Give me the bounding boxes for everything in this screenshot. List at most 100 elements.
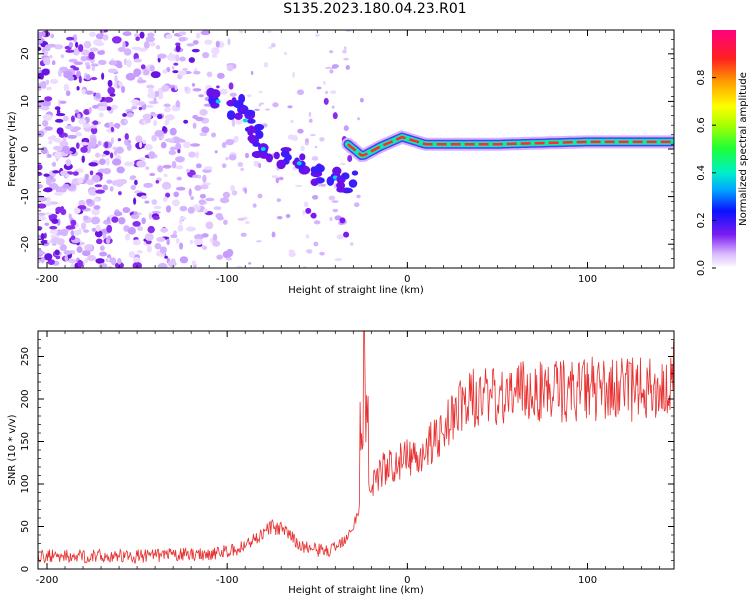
noise-blob	[179, 205, 188, 212]
noise-blob	[193, 70, 201, 75]
noise-blob	[331, 200, 339, 203]
noise-blob	[182, 141, 191, 149]
noise-blob	[202, 174, 207, 183]
noise-blob	[288, 249, 295, 253]
noise-blob	[194, 184, 202, 191]
noise-blob	[199, 132, 208, 137]
noise-blob	[319, 137, 325, 142]
noise-blob	[205, 197, 215, 202]
noise-blob	[97, 59, 107, 66]
noise-blob	[111, 216, 119, 223]
noise-blob	[134, 179, 138, 186]
noise-blob	[147, 32, 155, 38]
noise-blob	[257, 193, 263, 199]
snr-ticks: -200 -100 0 100 0 50 100 150 200 250	[20, 330, 674, 586]
noise-blob	[81, 88, 87, 95]
noise-blob	[77, 177, 84, 184]
noise-blob	[177, 148, 181, 154]
noise-blob	[107, 79, 113, 88]
noise-blob	[91, 66, 96, 72]
noise-blob	[175, 156, 185, 163]
noise-blob	[157, 53, 167, 59]
noise-blob	[44, 212, 52, 216]
noise-blob	[308, 118, 313, 123]
noise-blob	[110, 257, 117, 266]
noise-blob	[44, 253, 53, 261]
noise-blob	[244, 152, 250, 159]
track-core	[215, 99, 221, 104]
noise-blob	[195, 151, 200, 159]
noise-blob	[70, 262, 75, 268]
noise-blob	[133, 256, 140, 263]
noise-blob	[85, 74, 91, 81]
noise-blob	[89, 170, 94, 176]
noise-blob	[41, 258, 45, 264]
noise-blob	[105, 157, 110, 166]
noise-blob	[205, 221, 214, 230]
noise-blob	[152, 119, 158, 127]
track-blob	[310, 166, 317, 174]
noise-blob	[106, 179, 113, 184]
noise-blob	[138, 106, 143, 111]
track-blob	[348, 179, 358, 188]
noise-blob	[145, 166, 150, 170]
noise-blob	[195, 116, 204, 122]
noise-blob	[95, 238, 103, 245]
noise-blob	[86, 255, 97, 262]
noise-blob	[271, 231, 276, 238]
noise-blob	[95, 258, 105, 264]
noise-blob	[153, 96, 157, 104]
noise-blob	[48, 182, 59, 190]
noise-blob	[111, 36, 122, 44]
colorbar: 0.0 0.2 0.4 0.6 0.8 Normalized spectral ampl…	[696, 30, 749, 276]
noise-blob	[188, 57, 195, 63]
noise-blob	[343, 57, 350, 61]
noise-blob	[80, 222, 87, 231]
noise-blob	[267, 30, 272, 33]
noise-blob	[82, 123, 91, 128]
noise-blob	[70, 230, 75, 236]
track-blob	[299, 153, 306, 161]
noise-blob	[67, 134, 78, 139]
noise-blob	[126, 59, 132, 68]
noise-blob	[156, 236, 166, 242]
noise-blob	[50, 33, 55, 39]
noise-blob	[72, 34, 78, 43]
noise-blob	[95, 189, 105, 194]
noise-blob	[151, 210, 161, 214]
noise-blob	[76, 246, 83, 254]
noise-blob	[56, 108, 61, 116]
noise-blob	[56, 127, 64, 135]
noise-blob	[163, 173, 168, 177]
noise-blob	[169, 127, 177, 136]
snr-xtick-label: -200	[36, 575, 59, 586]
noise-blob	[70, 219, 77, 227]
noise-blob	[195, 32, 201, 39]
noise-blob	[45, 79, 50, 85]
noise-blob	[304, 138, 310, 144]
noise-blob	[122, 31, 132, 37]
noise-blob	[296, 89, 305, 96]
noise-blob	[99, 30, 105, 35]
noise-blob	[70, 115, 76, 123]
noise-blob	[162, 164, 172, 169]
noise-blob	[107, 68, 118, 74]
noise-blob	[236, 265, 243, 268]
noise-blob	[76, 85, 80, 91]
noise-blob	[133, 197, 137, 205]
noise-blob	[171, 199, 180, 207]
noise-blob	[84, 257, 89, 264]
noise-blob	[116, 166, 125, 174]
noise-blob	[65, 49, 75, 53]
noise-blob	[225, 156, 229, 161]
noise-blob	[330, 90, 337, 94]
noise-blob	[92, 104, 99, 109]
noise-blob	[276, 198, 282, 203]
noise-blob	[153, 205, 162, 210]
noise-blob	[219, 88, 228, 95]
noise-blob	[128, 250, 136, 258]
noise-blob	[182, 67, 188, 72]
track-core	[296, 161, 302, 166]
track-blob	[280, 150, 290, 158]
